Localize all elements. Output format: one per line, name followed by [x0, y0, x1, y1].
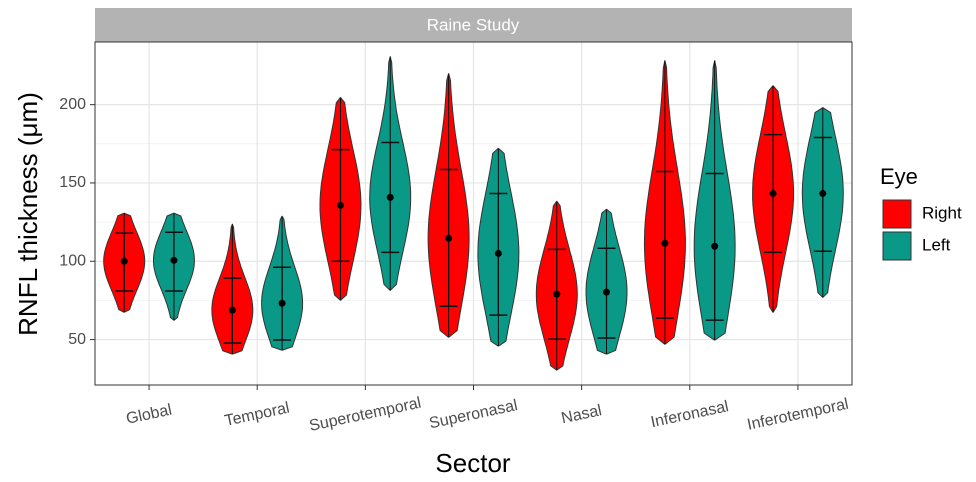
- x-tick-label: Inferonasal: [649, 398, 730, 431]
- x-axis-title: Sector: [435, 448, 510, 478]
- x-tick-label: Superonasal: [428, 397, 519, 432]
- legend-label: Left: [922, 235, 951, 254]
- mean-point: [445, 234, 453, 242]
- mean-point: [336, 201, 344, 209]
- mean-point: [553, 290, 561, 298]
- x-tick-label: Temporal: [223, 400, 291, 430]
- plot-border: [94, 41, 853, 386]
- x-tick-label: Global: [125, 402, 174, 428]
- legend-key: [882, 231, 912, 261]
- chart-title: Raine Study: [427, 15, 520, 34]
- mean-point: [228, 306, 236, 314]
- y-axis-title: RNFL thickness (μm): [13, 92, 43, 336]
- mean-point: [661, 239, 669, 247]
- mean-point: [278, 299, 286, 307]
- mean-point: [170, 256, 178, 264]
- y-tick-label: 100: [59, 252, 86, 269]
- x-tick-label: Nasal: [560, 402, 604, 427]
- strip-background: [95, 8, 852, 42]
- legend-label: Right: [922, 203, 962, 222]
- y-tick-label: 50: [68, 331, 86, 348]
- mean-point: [769, 189, 777, 197]
- y-tick-label: 200: [59, 96, 86, 113]
- x-tick-label: Superotemporal: [308, 395, 423, 435]
- mean-point: [120, 257, 128, 265]
- legend-key: [882, 199, 912, 229]
- x-tick-label: Inferotemporal: [746, 396, 850, 434]
- y-tick-label: 150: [59, 174, 86, 191]
- mean-point: [819, 189, 827, 197]
- legend-title: Eye: [880, 164, 918, 189]
- mean-point: [386, 193, 394, 201]
- mean-point: [603, 288, 611, 296]
- mean-point: [711, 242, 719, 250]
- mean-point: [494, 249, 502, 257]
